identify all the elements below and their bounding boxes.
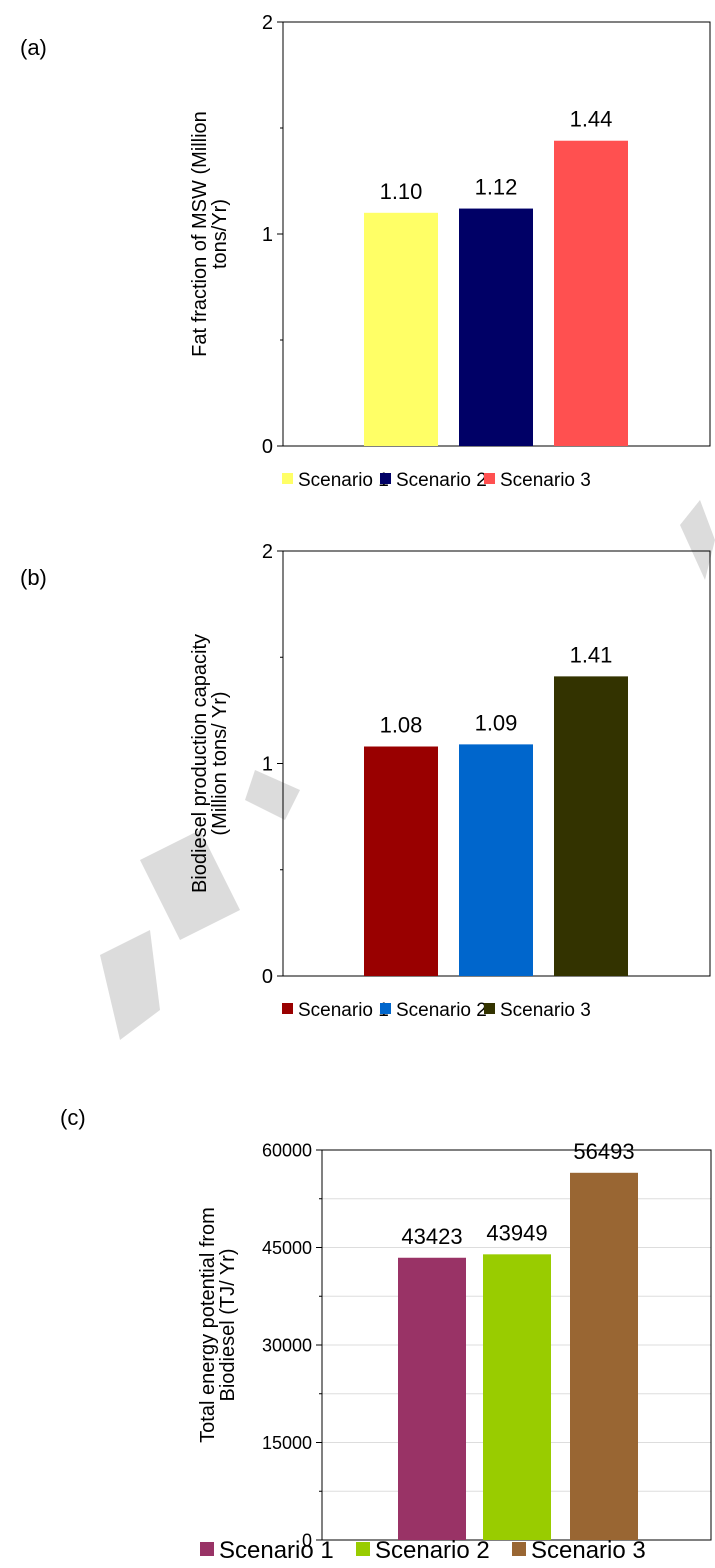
panel-label: (b) bbox=[20, 565, 47, 590]
bar-scenario-1 bbox=[364, 212, 438, 446]
data-label: 43423 bbox=[401, 1224, 462, 1249]
chart-panel-2: 0 1 2 1.08 1.09 1.41 Biodiesel production capa… bbox=[20, 541, 711, 1021]
data-label: 1.09 bbox=[475, 710, 518, 735]
legend-label: Scenario 3 bbox=[531, 1537, 646, 1564]
legend-swatch bbox=[282, 473, 293, 484]
legend-label: Scenario 1 bbox=[219, 1537, 334, 1564]
y-tick-label: 15000 bbox=[262, 1433, 312, 1453]
legend-swatch bbox=[356, 1542, 370, 1556]
panel-label: (c) bbox=[60, 1105, 86, 1130]
y-tick-label: 1 bbox=[262, 754, 273, 776]
legend-label: Scenario 1 bbox=[298, 1000, 389, 1021]
legend-label: Scenario 2 bbox=[396, 1000, 487, 1021]
y-axis-label: Biodiesel production capacity bbox=[189, 634, 211, 893]
data-label: 43949 bbox=[486, 1220, 547, 1245]
watermark bbox=[100, 500, 715, 1040]
bar-scenario-2 bbox=[483, 1254, 551, 1540]
bar-scenario-2 bbox=[459, 744, 533, 976]
data-label: 1.44 bbox=[570, 107, 613, 132]
y-axis-label: (Million tons/ Yr) bbox=[209, 691, 231, 835]
data-label: 1.41 bbox=[570, 642, 613, 667]
y-tick-label: 0 bbox=[262, 966, 273, 988]
y-tick-label: 45000 bbox=[262, 1238, 312, 1258]
legend-swatch bbox=[380, 1003, 391, 1014]
bar-scenario-3 bbox=[554, 676, 628, 976]
y-tick-label: 30000 bbox=[262, 1335, 312, 1355]
legend-swatch bbox=[484, 1003, 495, 1014]
y-tick-label: 2 bbox=[262, 541, 273, 563]
chart-panel-1: 0 1 2 1.10 1.12 1.44 Fat fraction of MSW (Mill… bbox=[20, 12, 711, 491]
legend-label: Scenario 2 bbox=[396, 470, 487, 491]
data-label: 1.08 bbox=[380, 713, 423, 738]
legend-label: Scenario 3 bbox=[500, 1000, 591, 1021]
data-label: 1.12 bbox=[475, 175, 518, 200]
bar-scenario-3 bbox=[570, 1172, 638, 1540]
chart-panel-3: 0 15000 30000 45000 60000 43423 43949 56493 Tota… bbox=[60, 1105, 712, 1564]
data-label: 1.10 bbox=[380, 179, 423, 204]
legend-label: Scenario 3 bbox=[500, 470, 591, 491]
legend-swatch bbox=[200, 1542, 214, 1556]
legend-swatch bbox=[282, 1003, 293, 1014]
legend-label: Scenario 2 bbox=[375, 1537, 490, 1564]
legend-swatch bbox=[512, 1542, 526, 1556]
y-axis-label: Total energy potential from bbox=[197, 1207, 219, 1443]
bar-scenario-3 bbox=[554, 140, 628, 446]
legend-swatch bbox=[380, 473, 391, 484]
bar-scenario-2 bbox=[459, 208, 533, 446]
y-tick-label: 2 bbox=[262, 12, 273, 34]
y-axis-label: tons/Yr) bbox=[209, 199, 231, 269]
y-tick-label: 60000 bbox=[262, 1140, 312, 1160]
y-tick-label: 1 bbox=[262, 224, 273, 246]
y-tick-label: 0 bbox=[262, 436, 273, 458]
legend-label: Scenario 1 bbox=[298, 470, 389, 491]
panel-label: (a) bbox=[20, 35, 47, 60]
y-axis-label: Fat fraction of MSW (Million bbox=[189, 111, 211, 357]
y-axis-label: Biodiesel (TJ/ Yr) bbox=[217, 1248, 239, 1401]
bar-scenario-1 bbox=[364, 746, 438, 976]
bar-scenario-1 bbox=[398, 1257, 466, 1540]
y-tick-label: 0 bbox=[302, 1530, 312, 1550]
data-label: 56493 bbox=[573, 1139, 634, 1164]
legend-swatch bbox=[484, 473, 495, 484]
